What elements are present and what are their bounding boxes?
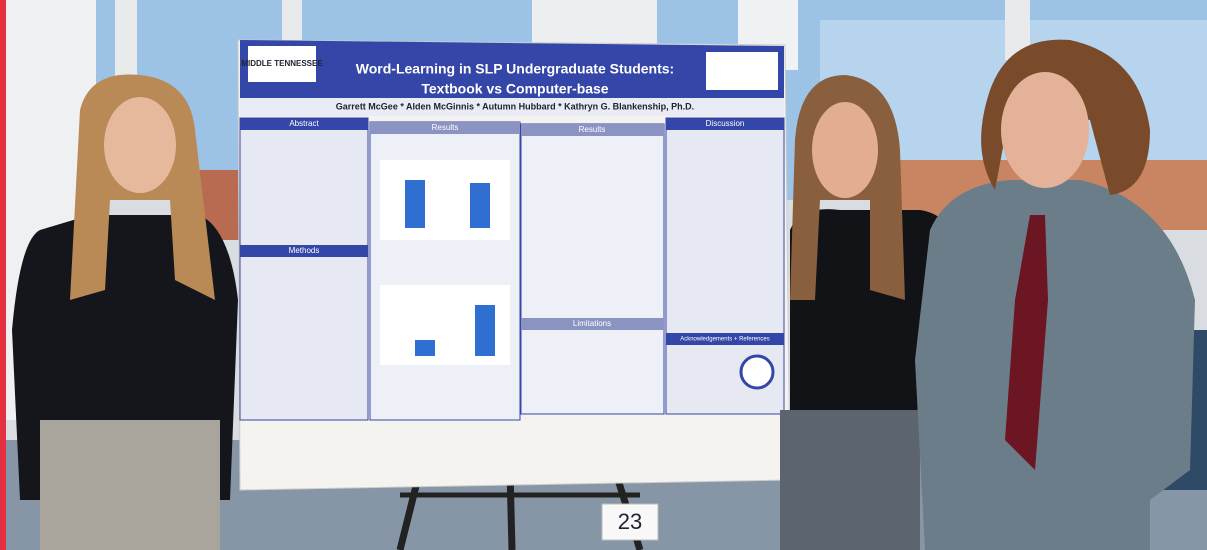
poster-header xyxy=(240,40,784,110)
section-title: Results xyxy=(432,123,459,132)
person-hair xyxy=(981,39,1150,196)
left-border xyxy=(0,0,6,550)
section-title: Abstract xyxy=(289,119,319,128)
person-skirt xyxy=(40,420,220,550)
figure-bar xyxy=(405,180,425,228)
figure-bar xyxy=(475,305,495,356)
section-header xyxy=(521,124,664,136)
window-frame xyxy=(282,0,302,40)
section-header xyxy=(666,333,784,345)
placard xyxy=(601,503,659,541)
logo-box xyxy=(706,52,778,90)
poster-authors: Garrett McGee * Alden McGinnis * Autumn … xyxy=(336,101,694,111)
poster-subtitle: Textbook vs Computer-base xyxy=(421,81,608,97)
figure-bar xyxy=(415,340,435,356)
person-shirt xyxy=(915,180,1195,550)
section-title: Limitations xyxy=(573,319,611,328)
person-face xyxy=(812,102,878,198)
section-title: Discussion xyxy=(706,119,745,128)
section-title: Methods xyxy=(289,246,320,255)
section-header xyxy=(370,122,520,134)
column xyxy=(239,117,369,421)
logo-box xyxy=(248,46,316,82)
column xyxy=(520,123,665,415)
person-tie xyxy=(1005,215,1048,470)
section-header xyxy=(666,118,784,130)
logo: MIDDLE TENNESSEE xyxy=(241,59,323,68)
figure-bar xyxy=(470,183,490,228)
section-header xyxy=(240,118,368,130)
poster-title: Word-Learning in SLP Undergraduate Stude… xyxy=(356,61,674,77)
placard-number: 23 xyxy=(618,509,642,534)
person-face xyxy=(1001,72,1089,188)
section-header xyxy=(240,245,368,257)
seal xyxy=(739,354,775,390)
person-face xyxy=(104,97,176,193)
author-bar xyxy=(240,98,784,116)
person-pants xyxy=(780,410,920,550)
section-header xyxy=(521,318,664,330)
section-title: Acknowledgements + References xyxy=(680,337,770,343)
figure xyxy=(380,160,510,240)
section-title: Results xyxy=(579,125,606,134)
